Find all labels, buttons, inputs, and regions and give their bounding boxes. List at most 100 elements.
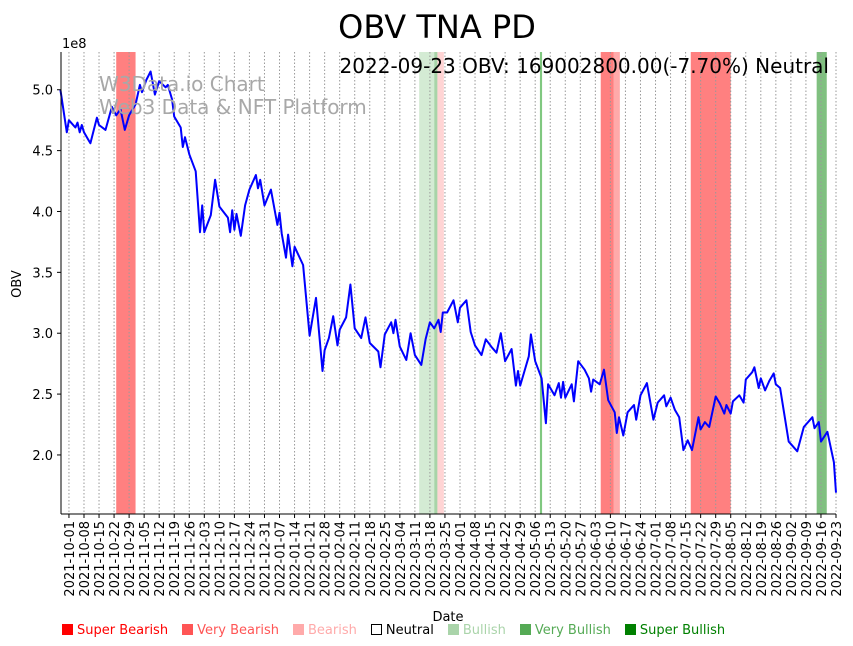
legend-item: Bullish xyxy=(447,622,506,638)
x-tick-label: 2021-11-05 xyxy=(138,521,153,597)
x-tick-label: 2021-11-12 xyxy=(153,521,168,597)
watermark-line-1: W3Data.io Chart xyxy=(99,72,265,96)
x-axis-label: Date xyxy=(432,610,463,625)
legend-swatch xyxy=(292,623,304,635)
legend-item: Very Bullish xyxy=(519,622,611,638)
legend-item: Neutral xyxy=(370,622,434,638)
x-tick-label: 2021-10-08 xyxy=(78,521,93,597)
legend: Super Bearish Very Bearish Bearish Neutral B… xyxy=(62,620,725,640)
x-tick-label: 2021-10-15 xyxy=(93,521,108,597)
legend-swatch xyxy=(624,623,636,635)
x-tick-label: 2021-12-31 xyxy=(258,521,273,597)
legend-label: Very Bearish xyxy=(197,622,279,638)
band-very-bearish xyxy=(116,52,136,514)
y-tick-label: 5.0 xyxy=(32,84,53,99)
x-tick-label: 2022-05-27 xyxy=(574,521,589,597)
x-tick-label: 2022-02-25 xyxy=(379,521,394,597)
y-scale-label: 1e8 xyxy=(62,37,87,52)
legend-label: Neutral xyxy=(385,622,434,638)
legend-item: Super Bullish xyxy=(624,622,726,638)
x-tick-label: 2022-06-10 xyxy=(604,521,619,597)
x-tick-label: 2021-12-03 xyxy=(198,521,213,597)
chart-subtitle: 2022-09-23 OBV: 169002800.00(-7.70%) Neu… xyxy=(340,54,829,78)
y-tick-label: 3.0 xyxy=(32,327,53,342)
y-tick-label: 4.0 xyxy=(32,205,53,220)
x-tick-label: 2022-08-19 xyxy=(755,521,770,597)
x-tick-label: 2022-07-29 xyxy=(710,521,725,597)
y-tick-label: 3.5 xyxy=(32,266,53,281)
x-tick-label: 2021-12-24 xyxy=(243,521,258,597)
band-bearish xyxy=(437,52,444,514)
band-very-bearish xyxy=(690,52,731,514)
band-very-bearish xyxy=(600,52,614,514)
x-tick-label: 2022-09-16 xyxy=(815,521,830,597)
x-tick-label: 2022-08-05 xyxy=(725,521,740,597)
x-tick-label: 2022-03-25 xyxy=(439,521,454,597)
band-very-bullish xyxy=(434,52,438,514)
band-very-bullish xyxy=(539,52,543,514)
x-tick-label: 2021-11-19 xyxy=(168,521,183,597)
x-tick-label: 2022-07-22 xyxy=(695,521,710,597)
x-tick-label: 2022-04-22 xyxy=(499,521,514,597)
x-tick-label: 2022-05-06 xyxy=(529,521,544,597)
x-tick-label: 2022-07-01 xyxy=(650,521,665,597)
legend-swatch xyxy=(519,623,531,635)
x-tick-label: 2022-01-28 xyxy=(319,521,334,597)
x-tick-label: 2021-12-10 xyxy=(213,521,228,597)
x-tick-label: 2021-11-26 xyxy=(183,521,198,597)
x-tick-label: 2021-10-01 xyxy=(63,521,78,597)
x-tick-label: 2022-03-18 xyxy=(424,521,439,597)
y-tick-label: 2.0 xyxy=(32,449,53,464)
x-tick-label: 2022-06-24 xyxy=(634,521,649,597)
x-tick-label: 2022-07-15 xyxy=(680,521,695,597)
x-tick-label: 2022-06-17 xyxy=(619,521,634,597)
x-tick-label: 2022-06-03 xyxy=(589,521,604,597)
x-tick-label: 2022-04-29 xyxy=(514,521,529,597)
x-tick-label: 2022-04-01 xyxy=(454,521,469,597)
legend-swatch xyxy=(370,623,382,635)
x-tick-label: 2022-04-15 xyxy=(484,521,499,597)
x-tick-label: 2022-09-23 xyxy=(830,521,845,597)
x-tick-label: 2022-02-11 xyxy=(349,521,364,597)
legend-label: Super Bullish xyxy=(639,622,726,638)
legend-item: Bearish xyxy=(292,622,357,638)
x-tick-label: 2022-05-13 xyxy=(544,521,559,597)
watermark: W3Data.io Chart Web3 Data & NFT Platform xyxy=(99,72,367,119)
legend-label: Super Bearish xyxy=(77,622,169,638)
legend-item: Super Bearish xyxy=(62,623,168,638)
x-tick-label: 2022-03-04 xyxy=(394,521,409,597)
x-tick-label: 2022-08-26 xyxy=(770,521,785,597)
x-ticks: 2021-10-01 2021-10-08 2021-10-15 2021-10-22… xyxy=(63,514,845,597)
x-tick-label: 2022-07-08 xyxy=(665,521,680,597)
y-tick-label: 4.5 xyxy=(32,145,53,160)
x-tick-label: 2022-02-18 xyxy=(364,521,379,597)
legend-label: Bearish xyxy=(307,622,357,638)
x-tick-label: 2022-09-02 xyxy=(785,521,800,597)
x-tick-label: 2022-05-20 xyxy=(559,521,574,597)
band-bearish xyxy=(613,52,620,514)
watermark-line-2: Web3 Data & NFT Platform xyxy=(99,95,367,119)
x-tick-label: 2021-10-22 xyxy=(108,521,123,597)
x-tick-label: 2021-12-17 xyxy=(228,521,243,597)
x-tick-label: 2022-01-14 xyxy=(289,521,304,597)
band-very-bullish xyxy=(816,52,827,514)
chart-title: OBV TNA PD xyxy=(338,8,536,46)
x-tick-label: 2022-04-08 xyxy=(469,521,484,597)
x-tick-label: 2022-08-12 xyxy=(740,521,755,597)
x-tick-label: 2022-02-04 xyxy=(334,521,349,597)
x-tick-label: 2022-01-07 xyxy=(274,521,289,597)
band-bullish xyxy=(419,52,435,514)
y-ticks: 2.0 2.5 3.0 3.5 4.0 4.5 5.0 xyxy=(32,84,61,464)
y-tick-label: 2.5 xyxy=(32,388,53,403)
x-tick-label: 2021-10-29 xyxy=(123,521,138,597)
y-axis-label: OBV xyxy=(10,270,25,298)
legend-label: Very Bullish xyxy=(534,622,611,638)
legend-item: Very Bearish xyxy=(182,623,279,638)
obv-line xyxy=(59,70,837,493)
legend-swatch xyxy=(62,623,73,635)
legend-label: Bullish xyxy=(462,622,506,638)
x-tick-label: 2022-09-09 xyxy=(800,521,815,597)
x-tick-label: 2022-03-11 xyxy=(409,521,424,597)
x-tick-label: 2022-01-21 xyxy=(304,521,319,597)
